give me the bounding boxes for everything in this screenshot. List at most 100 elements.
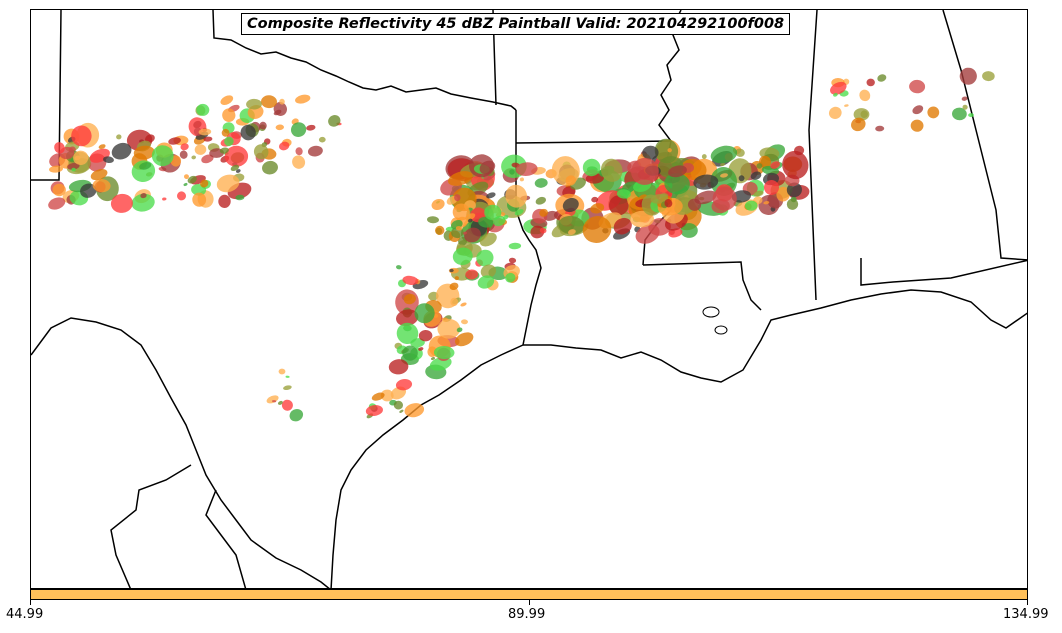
storm-cell xyxy=(534,178,548,188)
coastal-lake-2 xyxy=(714,325,728,335)
storm-cell xyxy=(435,225,445,236)
storm-cell xyxy=(295,147,303,156)
storm-cell xyxy=(449,282,459,290)
storm-cell xyxy=(395,379,413,391)
storm-cell xyxy=(630,210,654,228)
storm-cell xyxy=(539,227,547,234)
storm-cell xyxy=(613,217,632,235)
storm-cell xyxy=(505,272,516,283)
storm-cell xyxy=(962,104,968,110)
storm-cell xyxy=(565,175,577,186)
map-frame: Composite Reflectivity 45 dBZ Paintball … xyxy=(30,9,1028,589)
storm-cell xyxy=(203,136,213,142)
storm-cell xyxy=(909,79,926,94)
storm-cell xyxy=(201,154,214,164)
storm-cell xyxy=(786,198,799,210)
storm-cell xyxy=(668,165,687,178)
texas-east-border xyxy=(515,110,542,346)
storm-cell xyxy=(590,203,605,214)
map-canvas xyxy=(31,10,1027,588)
storm-cell xyxy=(433,345,455,360)
storm-cell xyxy=(71,167,76,172)
storm-cell xyxy=(111,142,132,160)
storm-cell xyxy=(449,268,454,273)
mississippi-alabama-border xyxy=(808,10,818,301)
storm-cell xyxy=(860,110,868,118)
storm-cell xyxy=(292,155,306,169)
paintball-storm-cells xyxy=(48,67,995,422)
storm-cell xyxy=(290,122,307,137)
storm-cell xyxy=(261,95,277,109)
storm-cell xyxy=(694,190,717,205)
storm-cell xyxy=(968,113,974,118)
storm-cell xyxy=(508,242,522,250)
storm-cell xyxy=(92,178,111,193)
storm-cell xyxy=(307,145,323,157)
storm-cell xyxy=(431,199,445,210)
storm-cell xyxy=(509,169,515,175)
storm-cell xyxy=(224,136,234,147)
storm-cell xyxy=(582,158,601,177)
storm-cell xyxy=(196,103,210,116)
storm-cell xyxy=(218,194,231,208)
mexico-state-border xyxy=(110,464,192,588)
texas-oklahoma-border xyxy=(212,10,517,111)
storm-cell xyxy=(246,98,262,110)
storm-cell xyxy=(753,190,764,197)
gulf-coastline xyxy=(330,344,524,588)
storm-cell xyxy=(460,302,467,307)
storm-cell xyxy=(279,141,290,151)
storm-cell xyxy=(448,171,473,186)
storm-cell xyxy=(664,199,673,208)
storm-cell xyxy=(693,174,719,190)
storm-cell xyxy=(462,231,467,235)
storm-cell xyxy=(782,150,809,180)
storm-cell xyxy=(461,319,468,325)
storm-cell xyxy=(455,332,474,347)
storm-cell xyxy=(131,193,155,212)
storm-cell xyxy=(750,171,762,180)
storm-cell xyxy=(428,291,439,301)
storm-cell xyxy=(786,182,802,198)
storm-cell xyxy=(744,200,758,211)
storm-cell xyxy=(279,98,285,105)
coastal-lake xyxy=(702,306,720,318)
storm-cell xyxy=(200,179,209,188)
storm-cell xyxy=(454,276,459,281)
storm-cell xyxy=(668,228,683,238)
storm-cell xyxy=(235,194,245,201)
storm-cell xyxy=(73,150,89,166)
storm-cell xyxy=(198,128,212,136)
colorbar-tick-left xyxy=(30,600,31,605)
storm-cell xyxy=(477,275,495,289)
storm-cell xyxy=(515,162,538,176)
storm-cell xyxy=(910,119,924,132)
storm-cell xyxy=(399,409,404,413)
storm-cell xyxy=(187,175,197,184)
storm-cell xyxy=(216,174,240,193)
storm-cell xyxy=(562,197,579,213)
storm-cell xyxy=(180,143,189,151)
storm-cell xyxy=(418,347,424,351)
storm-cell xyxy=(465,269,479,280)
storm-cell xyxy=(230,164,240,171)
storm-cell xyxy=(80,183,97,198)
storm-cell xyxy=(519,177,524,182)
storm-cell xyxy=(450,297,459,307)
storm-cell xyxy=(667,148,672,153)
storm-cell xyxy=(535,196,547,205)
storm-cell xyxy=(735,148,745,157)
storm-cell xyxy=(221,128,230,137)
storm-cell xyxy=(492,215,506,227)
storm-cell xyxy=(642,145,659,160)
storm-cell xyxy=(140,193,147,199)
storm-cell xyxy=(776,186,791,202)
storm-cell xyxy=(608,195,629,216)
storm-cell xyxy=(454,194,461,202)
storm-cell xyxy=(479,232,497,247)
storm-cell xyxy=(650,194,669,204)
storm-cell xyxy=(455,226,463,231)
storm-cell xyxy=(52,183,66,197)
storm-cell xyxy=(253,144,269,160)
storm-cell xyxy=(508,257,517,264)
